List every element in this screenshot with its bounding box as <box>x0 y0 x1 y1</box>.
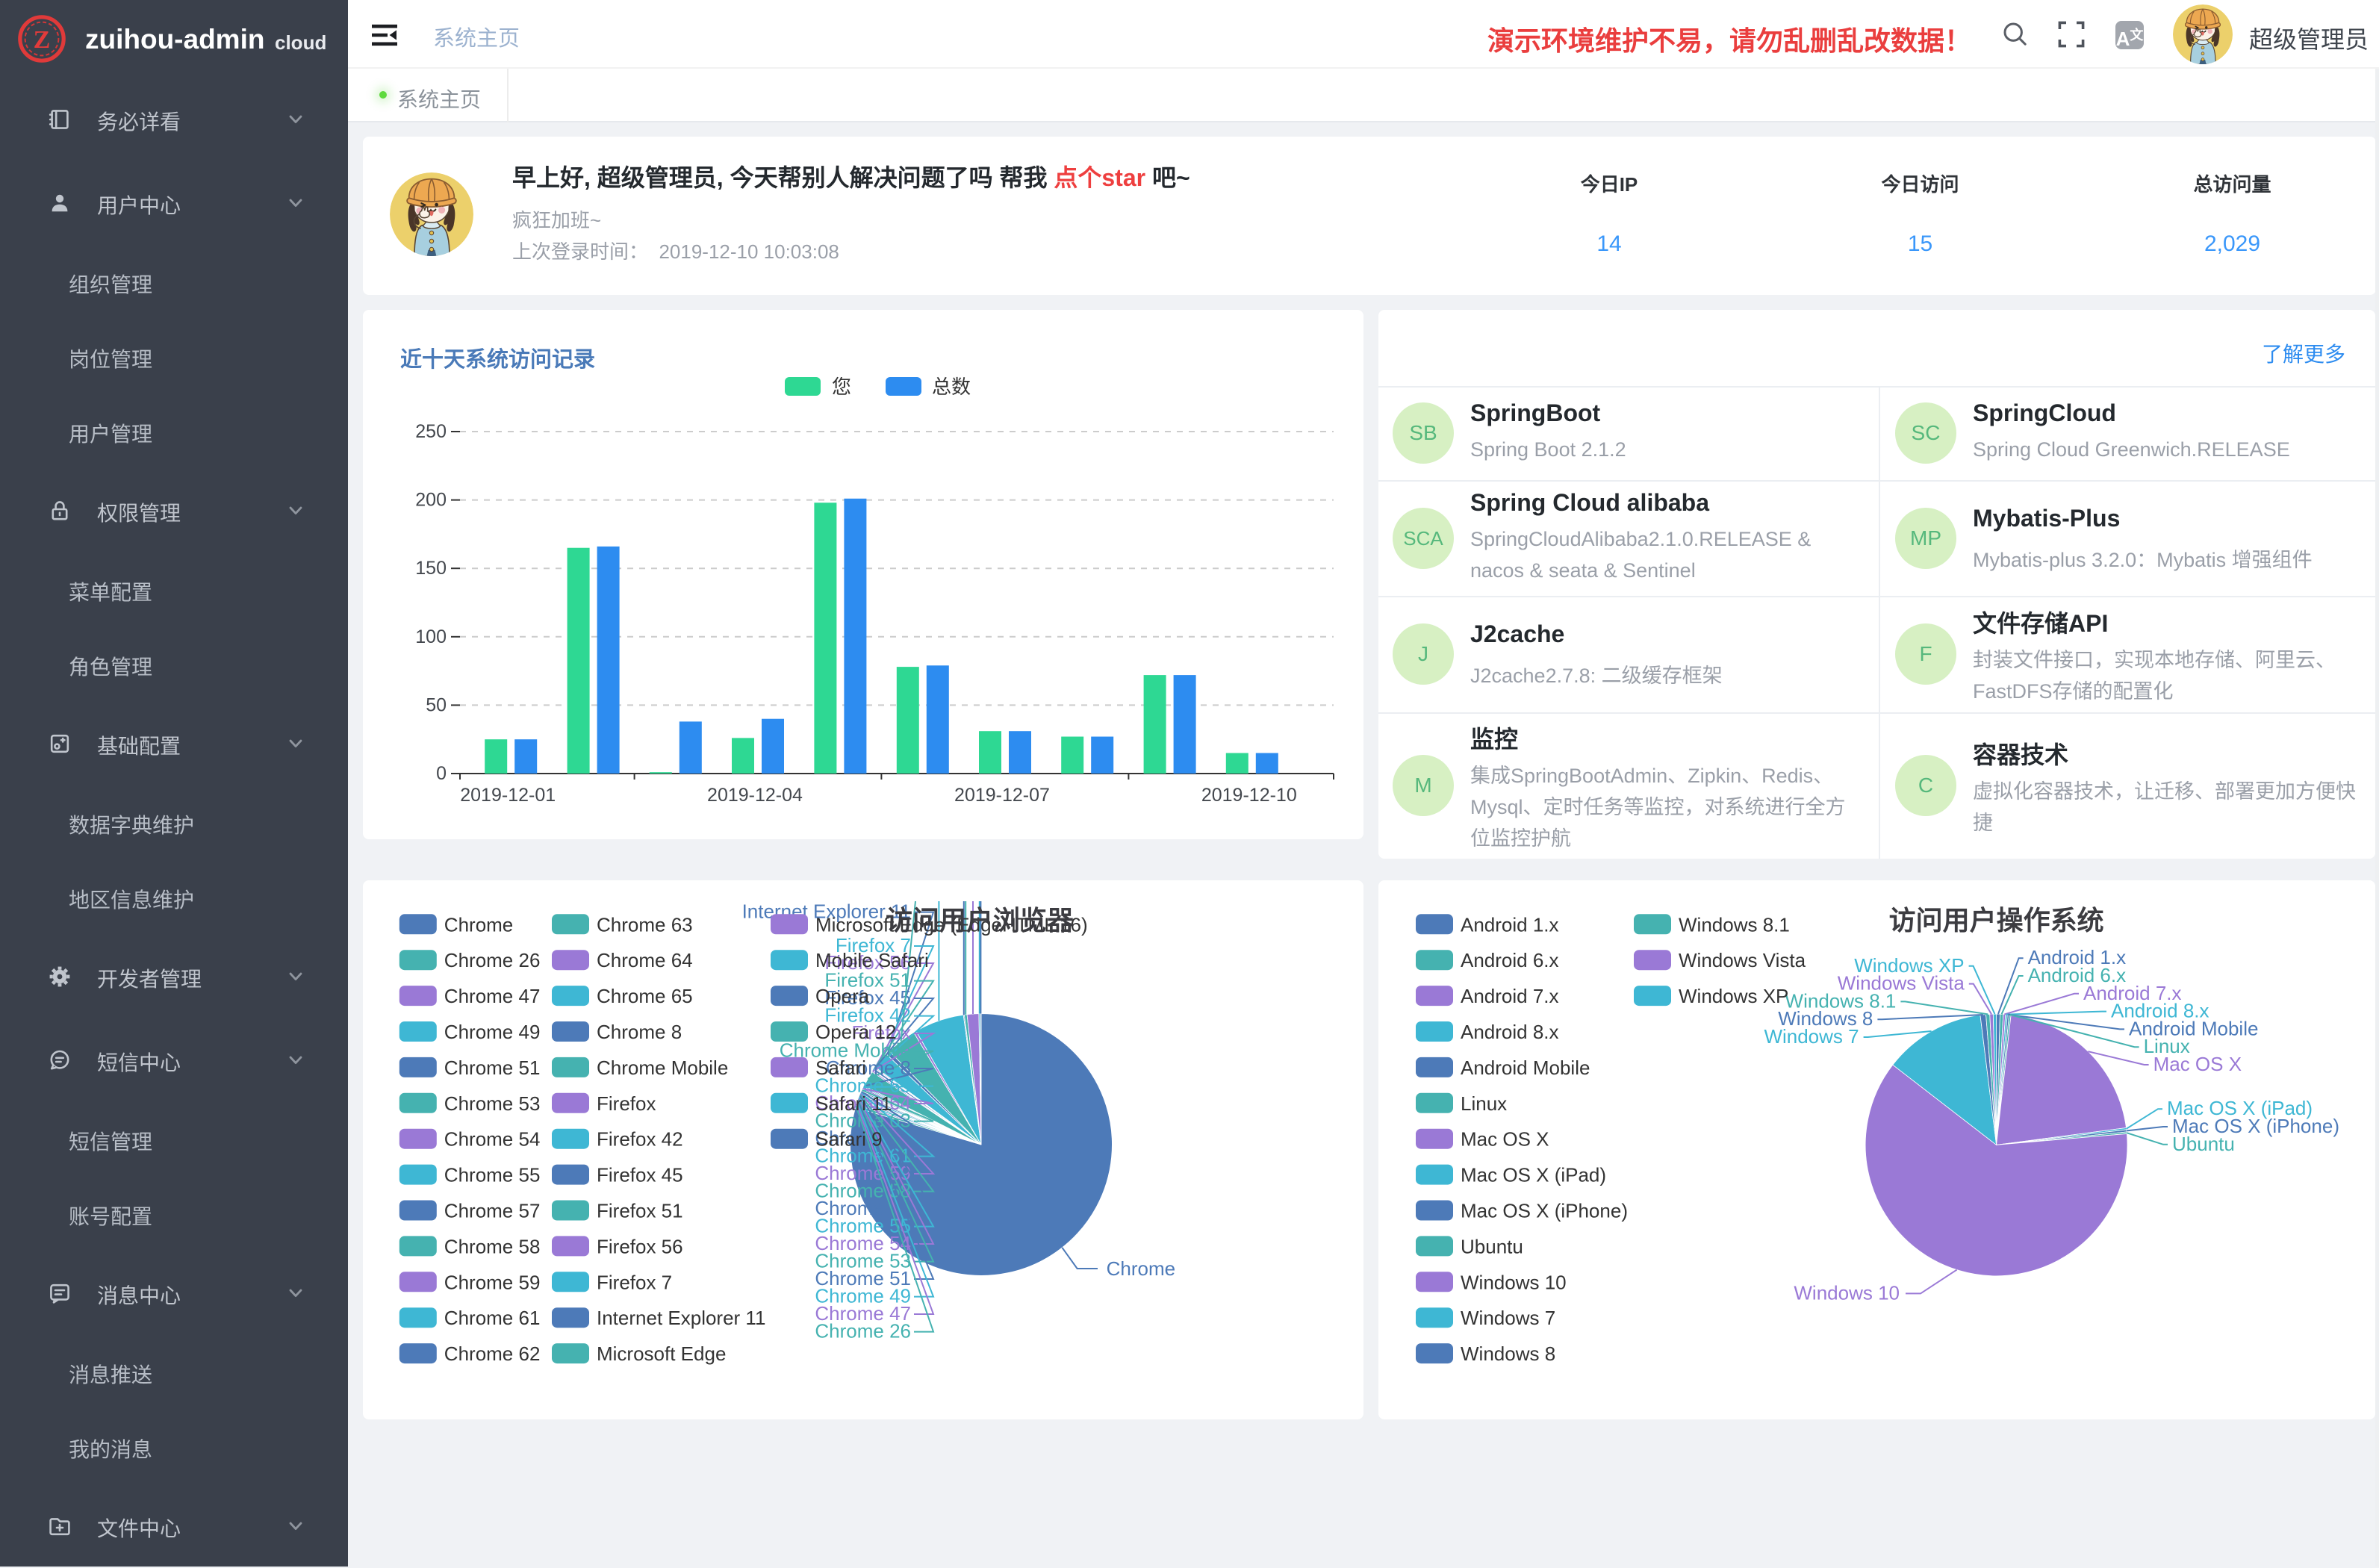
svg-text:Chrome 61: Chrome 61 <box>815 1145 911 1167</box>
svg-text:Chrome 62: Chrome 62 <box>444 1343 541 1365</box>
svg-text:Windows XP: Windows XP <box>1854 954 1964 977</box>
svg-text:Firefox 45: Firefox 45 <box>824 986 911 1009</box>
svg-text:近十天系统访问记录: 近十天系统访问记录 <box>400 346 595 372</box>
svg-text:Android 1.x: Android 1.x <box>1461 913 1559 936</box>
svg-text:Firefox: Firefox <box>597 1092 656 1115</box>
svg-text:Chrome 26: Chrome 26 <box>815 1320 911 1343</box>
svg-text:您: 您 <box>832 376 851 398</box>
svg-text:Chrome 26: Chrome 26 <box>444 949 541 971</box>
svg-text:Windows 7: Windows 7 <box>1461 1307 1555 1329</box>
svg-text:Chrome 59: Chrome 59 <box>444 1271 541 1293</box>
svg-text:Firefox 51: Firefox 51 <box>597 1200 683 1222</box>
svg-text:Chrome 65: Chrome 65 <box>597 985 693 1007</box>
svg-text:Android Mobile: Android Mobile <box>2129 1017 2258 1039</box>
svg-text:Chrome Mobile: Chrome Mobile <box>597 1057 728 1079</box>
svg-text:Windows 8: Windows 8 <box>1461 1343 1555 1365</box>
svg-text:Microsoft Edge: Microsoft Edge <box>597 1343 726 1365</box>
svg-text:Android 6.x: Android 6.x <box>1461 949 1559 971</box>
svg-text:100: 100 <box>415 626 447 647</box>
svg-text:Mac OS X (iPhone): Mac OS X (iPhone) <box>1461 1200 1628 1222</box>
svg-text:Mac OS X (iPad): Mac OS X (iPad) <box>1461 1164 1606 1186</box>
svg-text:Mac OS X (iPad): Mac OS X (iPad) <box>2167 1097 2313 1119</box>
svg-text:Chrome 51: Chrome 51 <box>815 1267 911 1289</box>
svg-text:Android 1.x: Android 1.x <box>2028 946 2127 968</box>
svg-text:Opera 12: Opera 12 <box>815 1021 896 1043</box>
svg-text:Ubuntu: Ubuntu <box>1461 1235 1523 1257</box>
svg-text:Linux: Linux <box>1461 1092 1507 1115</box>
svg-text:Safari: Safari <box>815 1057 866 1079</box>
svg-text:Mac OS X (iPhone): Mac OS X (iPhone) <box>2172 1115 2339 1137</box>
svg-text:Z: Z <box>34 26 51 54</box>
svg-text:Chrome 47: Chrome 47 <box>444 985 541 1007</box>
svg-text:Chrome 8: Chrome 8 <box>826 1057 911 1079</box>
svg-text:0: 0 <box>436 763 447 784</box>
svg-text:Chrome 53: Chrome 53 <box>444 1092 541 1115</box>
svg-text:Chrome 55: Chrome 55 <box>444 1164 541 1186</box>
svg-text:Opera: Opera <box>815 985 870 1007</box>
svg-text:Chrome 58: Chrome 58 <box>444 1235 541 1257</box>
svg-text:50: 50 <box>426 694 447 715</box>
svg-text:Firefox 7: Firefox 7 <box>597 1271 672 1293</box>
svg-text:Microsoft Edge (EdgeHTML 16): Microsoft Edge (EdgeHTML 16) <box>815 913 1088 936</box>
svg-text:Internet Explorer 11: Internet Explorer 11 <box>597 1307 765 1329</box>
svg-text:访问用户浏览器: 访问用户浏览器 <box>886 905 1075 936</box>
svg-text:Mobile Safari: Mobile Safari <box>815 949 929 971</box>
svg-text:Firefox 7: Firefox 7 <box>836 934 911 956</box>
svg-text:Android 7.x: Android 7.x <box>1461 985 1559 1007</box>
svg-text:Chrome 53: Chrome 53 <box>815 1250 911 1272</box>
svg-text:Firefox 42: Firefox 42 <box>597 1128 683 1151</box>
svg-text:Windows 7: Windows 7 <box>1764 1025 1859 1048</box>
svg-text:2019-12-10: 2019-12-10 <box>1201 785 1297 806</box>
svg-text:Ubuntu: Ubuntu <box>2172 1133 2235 1155</box>
svg-text:2019-12-01: 2019-12-01 <box>460 785 556 806</box>
svg-text:总数: 总数 <box>932 376 971 398</box>
svg-text:Linux: Linux <box>2144 1035 2190 1057</box>
svg-text:Chrome 49: Chrome 49 <box>815 1285 911 1307</box>
svg-text:Internet Explorer 11: Internet Explorer 11 <box>742 900 911 923</box>
svg-text:Android 6.x: Android 6.x <box>2028 964 2127 986</box>
svg-text:Windows 8.1: Windows 8.1 <box>1785 989 1897 1012</box>
svg-text:Chrome 51: Chrome 51 <box>444 1057 541 1079</box>
svg-text:Android 7.x: Android 7.x <box>2083 982 2182 1004</box>
svg-text:Windows XP: Windows XP <box>1679 985 1788 1007</box>
svg-text:Android Mobile: Android Mobile <box>1461 1057 1590 1079</box>
svg-text:Chrome 63: Chrome 63 <box>597 913 693 936</box>
svg-text:Mac OS X: Mac OS X <box>1461 1128 1549 1151</box>
svg-text:250: 250 <box>415 421 447 442</box>
svg-text:Android 8.x: Android 8.x <box>2111 1000 2209 1022</box>
svg-text:Windows 8: Windows 8 <box>1778 1007 1873 1030</box>
svg-text:Firefox 56: Firefox 56 <box>824 951 911 974</box>
svg-text:Firefox 51: Firefox 51 <box>824 969 911 992</box>
svg-text:Chrome 54: Chrome 54 <box>815 1232 911 1254</box>
svg-text:Safari 11: Safari 11 <box>815 1092 892 1115</box>
svg-text:Android 8.x: Android 8.x <box>1461 1021 1559 1043</box>
svg-text:Firefox 56: Firefox 56 <box>597 1235 683 1257</box>
svg-text:Mac OS X: Mac OS X <box>2153 1053 2242 1075</box>
svg-text:Chrome 49: Chrome 49 <box>444 1021 541 1043</box>
svg-text:Chrome 61: Chrome 61 <box>444 1307 541 1329</box>
svg-text:Windows 10: Windows 10 <box>1461 1271 1567 1293</box>
svg-text:Chrome 57: Chrome 57 <box>444 1200 541 1222</box>
svg-text:2019-12-07: 2019-12-07 <box>954 785 1050 806</box>
svg-text:Chrome 47: Chrome 47 <box>815 1302 911 1325</box>
svg-text:Chrome: Chrome <box>444 913 513 936</box>
svg-text:Firefox 42: Firefox 42 <box>824 1004 911 1027</box>
svg-text:Windows Vista: Windows Vista <box>1838 972 1965 995</box>
svg-text:Windows 10: Windows 10 <box>1794 1281 1900 1304</box>
svg-text:2019-12-04: 2019-12-04 <box>707 785 803 806</box>
svg-text:Windows Vista: Windows Vista <box>1679 949 1806 971</box>
svg-text:150: 150 <box>415 558 447 579</box>
svg-text:Firefox 45: Firefox 45 <box>597 1164 683 1186</box>
svg-text:Windows 8.1: Windows 8.1 <box>1679 913 1790 936</box>
svg-text:Chrome: Chrome <box>1107 1257 1175 1280</box>
svg-text:Safari 9: Safari 9 <box>815 1128 883 1151</box>
svg-text:Chrome 54: Chrome 54 <box>444 1128 541 1151</box>
svg-text:Chrome 8: Chrome 8 <box>597 1021 682 1043</box>
svg-text:访问用户操作系统: 访问用户操作系统 <box>1889 905 2104 936</box>
svg-text:200: 200 <box>415 490 447 511</box>
svg-text:Chrome 64: Chrome 64 <box>597 949 693 971</box>
